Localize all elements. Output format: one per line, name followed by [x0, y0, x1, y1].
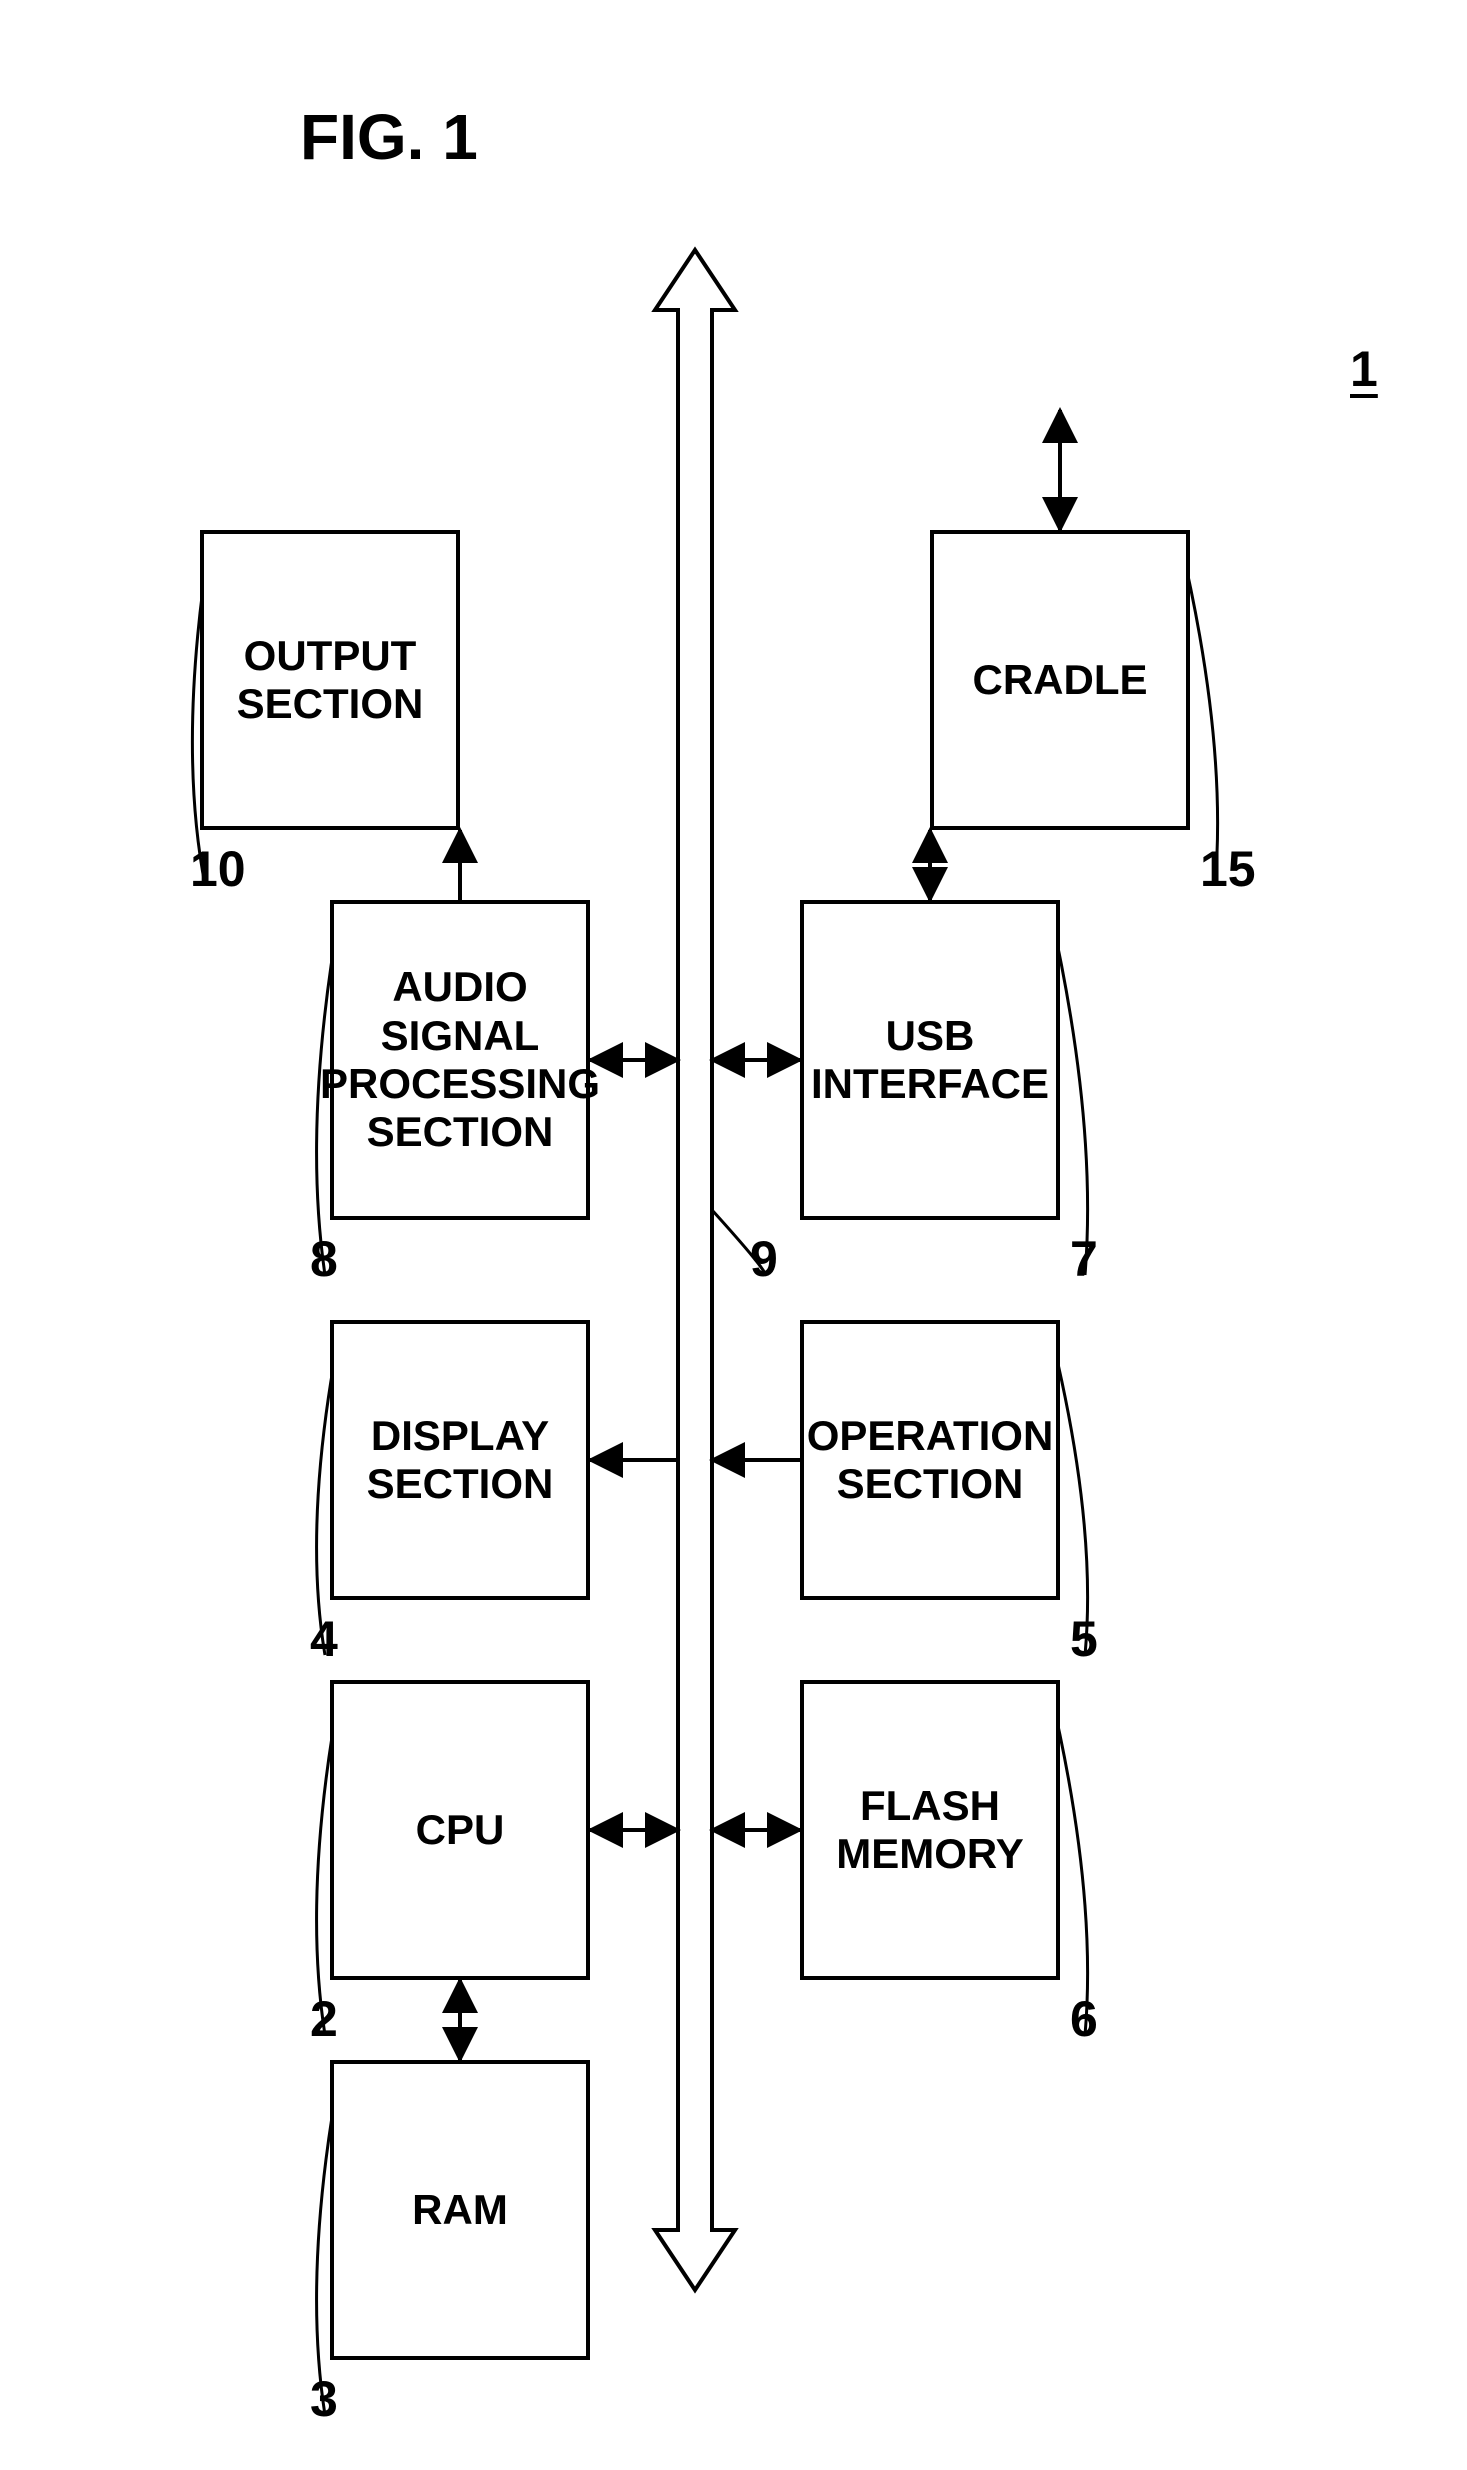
ref-label-5: 5: [1070, 1610, 1098, 1668]
figure-stage: FIG. 1 1 RAM CPU DISPLAY SECTION AUDIO SIGN…: [0, 0, 1467, 2470]
flash-block: FLASH MEMORY: [800, 1680, 1060, 1980]
ref-label-7: 7: [1070, 1230, 1098, 1288]
ref-label-3: 3: [310, 2370, 338, 2428]
figure-title: FIG. 1: [300, 100, 478, 174]
output-block: OUTPUT SECTION: [200, 530, 460, 830]
op-block: OPERATION SECTION: [800, 1320, 1060, 1600]
cpu-label: CPU: [416, 1806, 505, 1854]
ref-label-6: 6: [1070, 1990, 1098, 2048]
ref-label-10: 10: [190, 840, 246, 898]
ram-block: RAM: [330, 2060, 590, 2360]
usb-label: USB INTERFACE: [811, 1012, 1049, 1109]
audio-block: AUDIO SIGNAL PROCESSING SECTION: [330, 900, 590, 1220]
flash-label: FLASH MEMORY: [836, 1782, 1023, 1879]
display-label: DISPLAY SECTION: [367, 1412, 554, 1509]
cradle-block: CRADLE: [930, 530, 1190, 830]
ram-label: RAM: [412, 2186, 508, 2234]
ref-label-15: 15: [1200, 840, 1256, 898]
usb-block: USB INTERFACE: [800, 900, 1060, 1220]
cpu-block: CPU: [330, 1680, 590, 1980]
ref-label-8: 8: [310, 1230, 338, 1288]
op-label: OPERATION SECTION: [807, 1412, 1054, 1509]
ref-label-9: 9: [750, 1230, 778, 1288]
ref-label-2: 2: [310, 1990, 338, 2048]
output-label: OUTPUT SECTION: [237, 632, 424, 729]
ref-label-4: 4: [310, 1610, 338, 1668]
system-ref-label: 1: [1350, 340, 1378, 398]
cradle-label: CRADLE: [973, 656, 1148, 704]
audio-label: AUDIO SIGNAL PROCESSING SECTION: [320, 963, 600, 1156]
display-block: DISPLAY SECTION: [330, 1320, 590, 1600]
diagram-svg: [0, 0, 1467, 2470]
